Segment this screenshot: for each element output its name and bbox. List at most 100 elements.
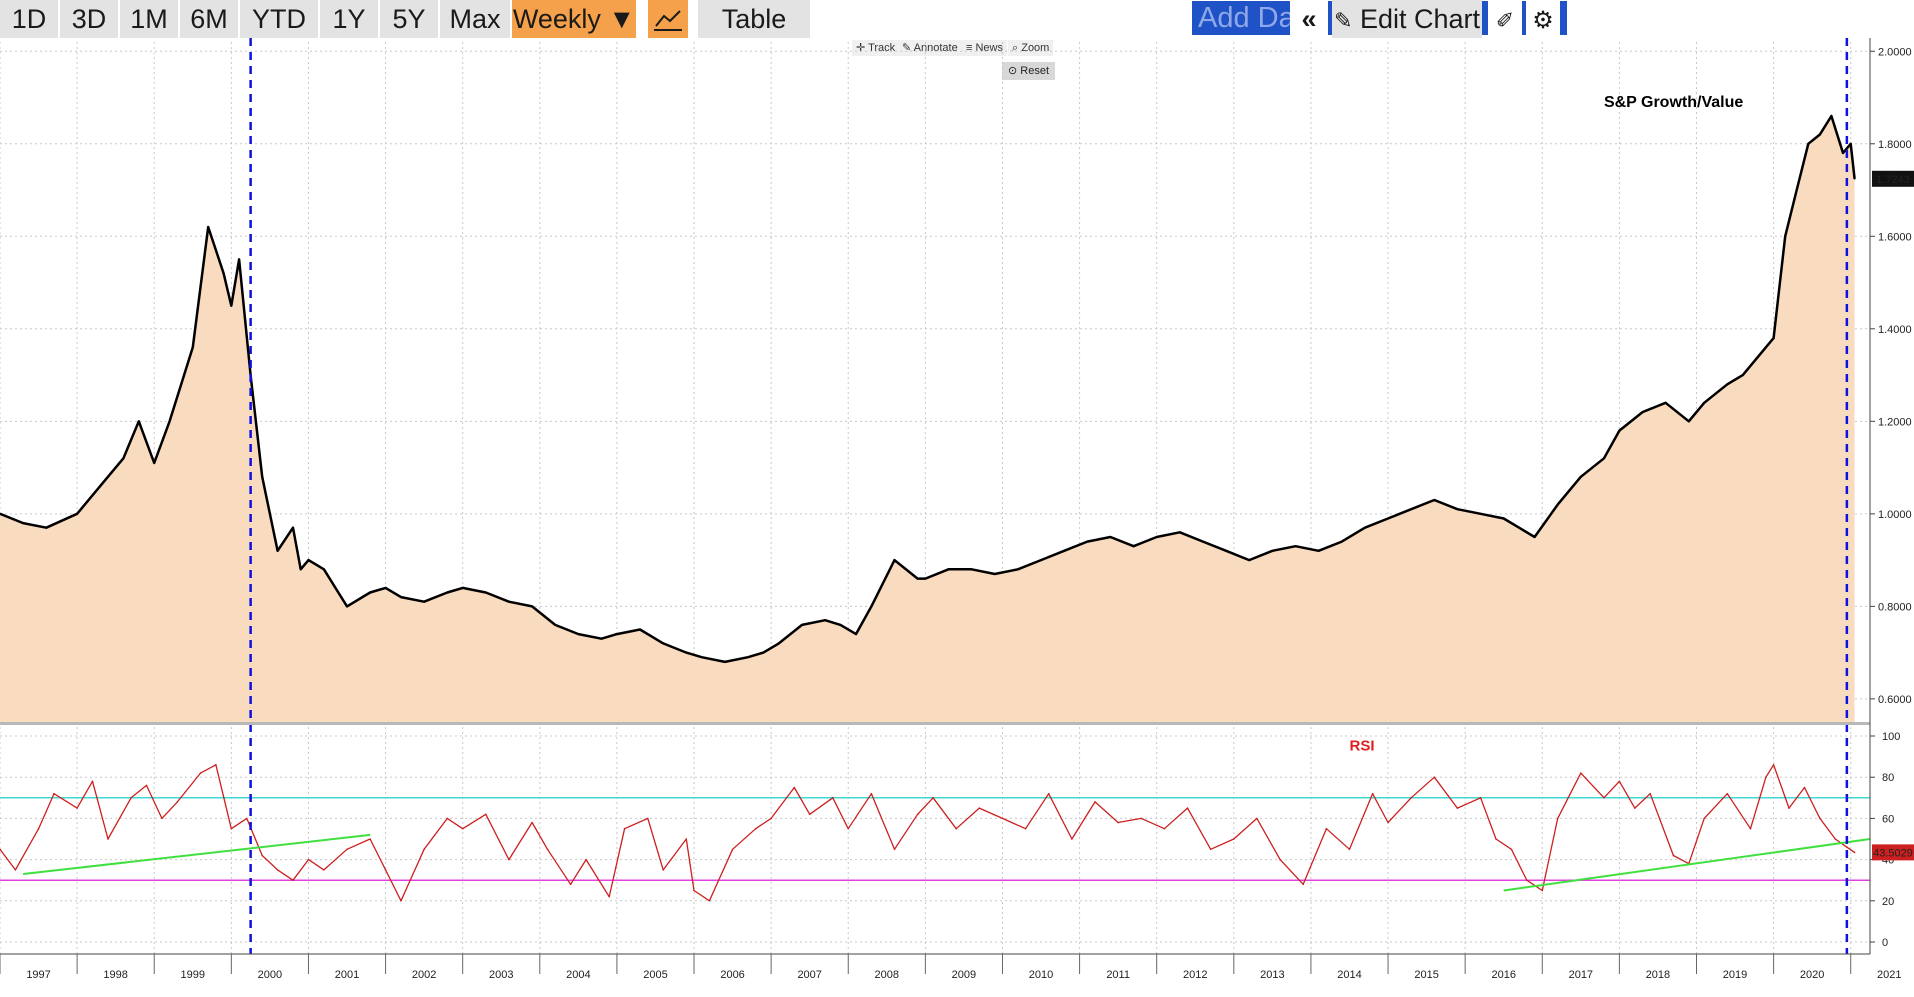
main-y-tick-label: 2.0000 <box>1878 46 1912 58</box>
x-tick-label: 2017 <box>1569 969 1593 981</box>
range-max-button[interactable]: Max <box>440 0 510 38</box>
data-point <box>608 895 610 898</box>
track-tool[interactable]: ✛ Track <box>852 40 900 56</box>
reset-button[interactable]: ⊙ Reset <box>1002 62 1056 80</box>
data-point <box>161 817 163 820</box>
data-point <box>1163 827 1166 830</box>
range-1y-button[interactable]: 1Y <box>320 0 378 38</box>
x-tick-label: 2002 <box>412 969 436 981</box>
rsi-y-tick-label: 80 <box>1882 772 1894 784</box>
data-point <box>276 550 279 552</box>
data-point <box>708 900 711 902</box>
data-point <box>1433 499 1436 501</box>
data-point <box>76 513 78 515</box>
data-point <box>1765 776 1767 778</box>
data-point <box>153 462 156 464</box>
data-point <box>700 656 703 659</box>
data-point <box>1024 827 1027 830</box>
main-y-tick-label: 1.2000 <box>1878 416 1912 428</box>
data-point <box>947 568 950 571</box>
settings-button[interactable]: ⚙ <box>1526 0 1560 38</box>
data-point <box>400 900 402 902</box>
range-5y-button[interactable]: 5Y <box>380 0 438 38</box>
data-point <box>1842 152 1844 154</box>
rsi-y-tick-label: 60 <box>1882 813 1894 825</box>
chart-area: 2.0000 1.8000 1.6000 1.4000 1.2000 1.0000 0.80… <box>0 38 1914 997</box>
zoom-tool[interactable]: ⌕ Zoom <box>1008 40 1054 56</box>
data-point <box>485 813 487 816</box>
data-point <box>0 513 1 515</box>
main-y-tick-label: 0.8000 <box>1878 601 1912 613</box>
data-point <box>122 457 125 460</box>
track-label: Track <box>868 42 896 54</box>
data-point <box>1703 817 1706 820</box>
data-point <box>53 792 55 795</box>
data-point <box>1772 764 1775 766</box>
data-point <box>1641 411 1644 413</box>
range-3d-button[interactable]: 3D <box>60 0 118 38</box>
data-point <box>138 420 140 423</box>
data-point <box>955 827 958 830</box>
range-1d-button[interactable]: 1D <box>0 0 58 38</box>
data-point <box>292 526 294 529</box>
collapse-button[interactable]: « <box>1290 0 1328 38</box>
x-tick-label: 2018 <box>1646 969 1670 981</box>
x-tick-label: 1999 <box>181 969 205 981</box>
x-tick-label: 2011 <box>1106 969 1130 981</box>
table-button[interactable]: Table <box>698 0 810 38</box>
edit-series-icon: ✐ <box>1495 8 1515 33</box>
edit-series-button[interactable]: ✐ <box>1488 0 1522 38</box>
data-point <box>1086 540 1089 543</box>
data-point <box>1580 772 1582 774</box>
data-point <box>762 651 765 654</box>
x-tick-label: 1997 <box>26 969 50 981</box>
data-point <box>176 801 179 803</box>
data-point <box>1541 889 1544 892</box>
news-tool[interactable]: ≡ News <box>962 40 1007 56</box>
data-point <box>747 656 749 659</box>
x-tick-label: 2021 <box>1877 969 1901 981</box>
zoom-label: Zoom <box>1021 42 1050 54</box>
data-point <box>1209 848 1212 851</box>
growth-value-line <box>0 114 1856 664</box>
range-6m-button[interactable]: 6M <box>180 0 238 38</box>
data-point <box>1117 821 1119 824</box>
main-y-tick-label: 1.0000 <box>1878 509 1912 521</box>
data-point <box>1294 545 1297 548</box>
chart-type-button[interactable] <box>648 0 688 38</box>
data-point <box>1364 526 1366 529</box>
data-point <box>1410 508 1412 511</box>
data-point <box>107 838 109 840</box>
rsi-y-tick-label: 100 <box>1882 731 1900 743</box>
data-point <box>577 633 580 635</box>
data-point <box>1017 568 1019 571</box>
annotate-tool[interactable]: ✎ Annotate <box>898 40 962 56</box>
range-ytd-button[interactable]: YTD <box>240 0 318 38</box>
data-point <box>423 848 425 851</box>
range-1m-button[interactable]: 1M <box>120 0 178 38</box>
data-point <box>323 869 325 871</box>
data-point <box>1302 883 1305 886</box>
data-point <box>1795 189 1798 191</box>
data-point <box>924 577 927 580</box>
rsi-trend-line <box>1503 838 1871 892</box>
frequency-dropdown[interactable]: Weekly ▼ <box>512 0 636 38</box>
data-point <box>1387 517 1389 520</box>
x-tick-label: 2004 <box>566 969 590 981</box>
data-point <box>1749 827 1752 830</box>
data-point <box>1819 817 1821 820</box>
main-y-tick-label: 0.6000 <box>1878 694 1912 706</box>
data-point <box>1853 851 1856 854</box>
data-point <box>693 889 695 892</box>
data-point <box>1556 503 1559 506</box>
chart-axes: 2.0000 1.8000 1.6000 1.4000 1.2000 1.0000 0.80… <box>0 38 1914 997</box>
data-point <box>99 485 102 487</box>
data-point <box>731 848 734 851</box>
data-point <box>485 591 487 594</box>
data-point <box>870 792 873 795</box>
data-point <box>778 642 780 645</box>
data-point <box>168 420 171 423</box>
data-point <box>1757 355 1759 358</box>
edit-chart-button[interactable]: ✎ Edit Chart <box>1332 0 1482 38</box>
x-tick-label: 2007 <box>797 969 821 981</box>
